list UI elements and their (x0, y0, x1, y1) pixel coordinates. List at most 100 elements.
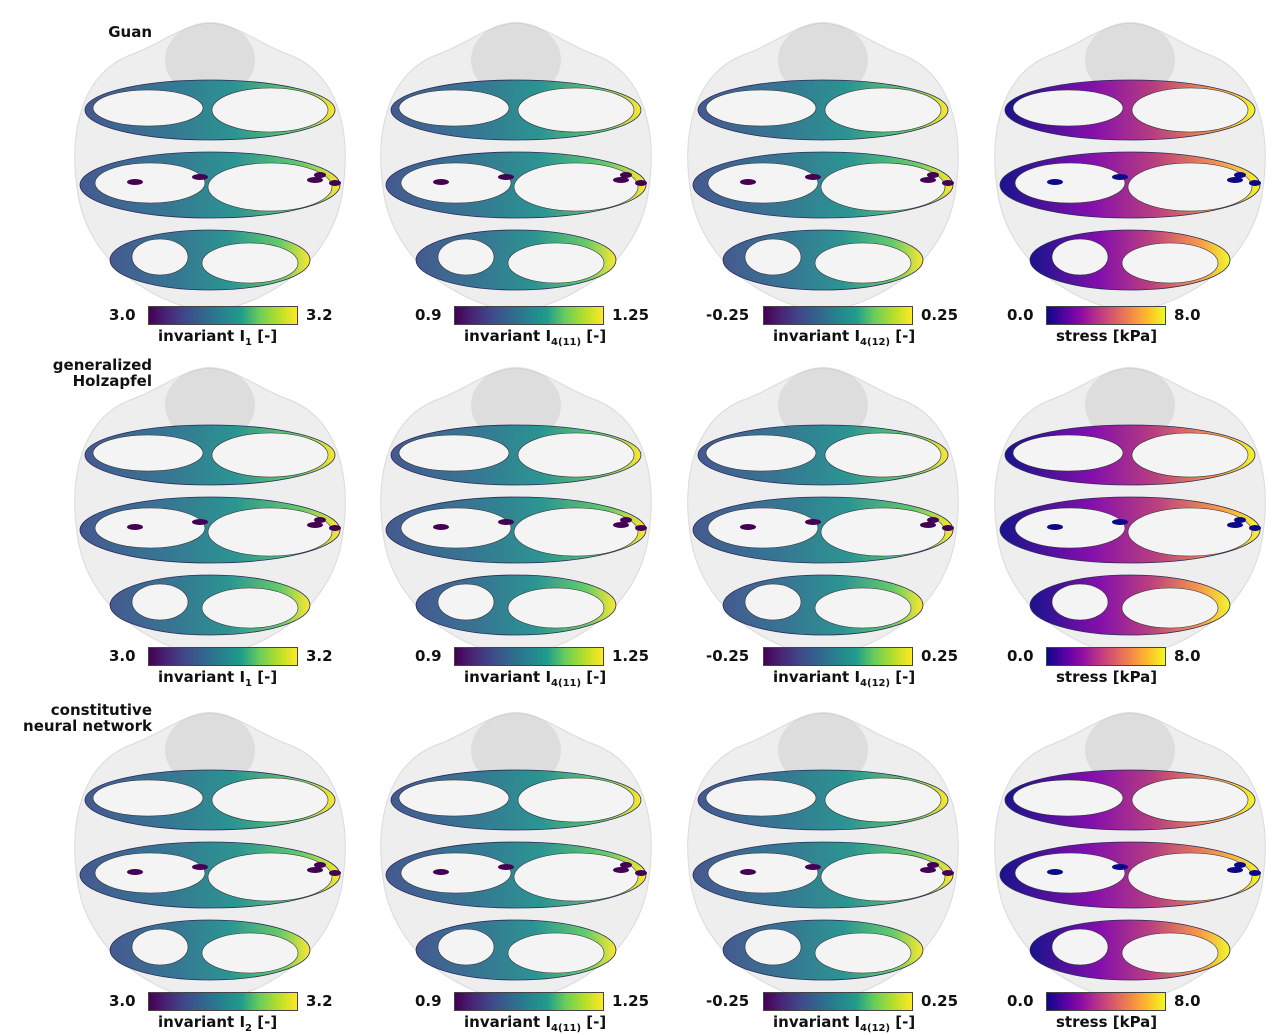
slice-2 (79, 151, 341, 219)
slice-3 (415, 229, 617, 291)
colorbar-r2-c4: 0.0 8.0 stress [kPa] (990, 643, 1276, 689)
slice-1 (390, 424, 642, 486)
colorbar-title-text: invariant I (773, 327, 861, 345)
colorbar-min-label: 3.0 (109, 992, 136, 1010)
slice-1 (697, 424, 949, 486)
heart-render (687, 712, 959, 1004)
colorbar-title: invariant I4(11) [-] (464, 1013, 606, 1034)
heart-panel-r2-c1 (60, 360, 360, 660)
colorbar-title-text: invariant I (773, 1013, 861, 1031)
colorbar-title-text: invariant I (464, 668, 552, 686)
colorbar-title: invariant I4(12) [-] (773, 327, 915, 348)
colorbar-max-label: 8.0 (1174, 306, 1201, 324)
colorbar-title-subscript: 4(11) (551, 678, 582, 689)
colorbar-title-subscript: 4(12) (860, 337, 891, 348)
colorbar-r1-c4: 0.0 8.0 stress [kPa] (990, 302, 1276, 348)
slice-1 (1004, 424, 1256, 486)
colorbar-r3-c4: 0.0 8.0 stress [kPa] (990, 988, 1276, 1034)
slice-3 (1029, 919, 1231, 981)
colorbar-min-label: -0.25 (706, 992, 750, 1010)
slice-2 (79, 496, 341, 564)
slice-2 (999, 841, 1261, 909)
slice-3 (722, 919, 924, 981)
colorbar-r3-c3: -0.25 0.25 invariant I4(12) [-] (683, 988, 983, 1034)
heart-render (994, 367, 1266, 659)
colorbar-r3-c1: 3.0 3.2 invariant I2 [-] (70, 988, 370, 1034)
slice-3 (415, 919, 617, 981)
colorbar-title-unit: [-] (581, 327, 607, 345)
colorbar-gradient (454, 647, 604, 666)
heart-panel-r3-c4 (980, 705, 1276, 1005)
heart-panel-r3-c3 (673, 705, 973, 1005)
colorbar-title-text: invariant I (464, 327, 552, 345)
colorbar-title: invariant I4(11) [-] (464, 327, 606, 348)
colorbar-gradient (148, 306, 298, 325)
slice-1 (84, 769, 336, 831)
colorbar-max-label: 3.2 (306, 647, 333, 665)
colorbar-min-label: 0.9 (415, 306, 442, 324)
slice-1 (1004, 79, 1256, 141)
colorbar-gradient (148, 992, 298, 1011)
colorbar-title-text: invariant I (773, 668, 861, 686)
colorbar-title: invariant I1 [-] (158, 668, 277, 689)
colorbar-title-subscript: 4(12) (860, 678, 891, 689)
colorbar-r1-c3: -0.25 0.25 invariant I4(12) [-] (683, 302, 983, 348)
colorbar-max-label: 1.25 (612, 647, 650, 665)
slice-3 (109, 919, 311, 981)
colorbar-title-text: invariant I (158, 327, 246, 345)
colorbar-max-label: 0.25 (921, 992, 959, 1010)
heart-render (74, 367, 346, 659)
colorbar-min-label: 0.0 (1007, 992, 1034, 1010)
slice-3 (722, 229, 924, 291)
colorbar-title-subscript: 1 (245, 337, 253, 348)
row-label-line: Holzapfel (72, 372, 152, 390)
colorbar-gradient (763, 992, 913, 1011)
colorbar-title-unit: [-] (890, 327, 916, 345)
heart-panel-r2-c2 (366, 360, 666, 660)
colorbar-title: invariant I4(12) [-] (773, 668, 915, 689)
slice-3 (109, 229, 311, 291)
slice-2 (999, 151, 1261, 219)
row-label-line: Guan (108, 23, 152, 41)
colorbar-title: stress [kPa] (1056, 1013, 1157, 1031)
slice-2 (385, 841, 647, 909)
slice-1 (84, 424, 336, 486)
colorbar-gradient (454, 306, 604, 325)
colorbar-min-label: 0.9 (415, 647, 442, 665)
slice-3 (1029, 574, 1231, 636)
colorbar-max-label: 0.25 (921, 647, 959, 665)
colorbar-max-label: 8.0 (1174, 647, 1201, 665)
colorbar-min-label: 0.0 (1007, 647, 1034, 665)
colorbar-max-label: 1.25 (612, 992, 650, 1010)
colorbar-gradient (1046, 306, 1166, 325)
heart-render (380, 712, 652, 1004)
row-label-3: constitutive neural network (0, 702, 152, 734)
heart-render (380, 22, 652, 314)
heart-panel-r1-c2 (366, 15, 666, 315)
colorbar-r1-c2: 0.9 1.25 invariant I4(11) [-] (376, 302, 676, 348)
slice-1 (84, 79, 336, 141)
colorbar-min-label: 0.9 (415, 992, 442, 1010)
colorbar-title-subscript: 2 (245, 1023, 253, 1034)
colorbar-title: invariant I4(11) [-] (464, 668, 606, 689)
heart-render (994, 712, 1266, 1004)
colorbar-title-unit: [-] (252, 327, 278, 345)
colorbar-min-label: 0.0 (1007, 306, 1034, 324)
row-label-line: constitutive (50, 701, 152, 719)
heart-panel-r1-c3 (673, 15, 973, 315)
colorbar-title-subscript: 4(11) (551, 1023, 582, 1034)
row-label-2: generalized Holzapfel (0, 357, 152, 389)
colorbar-title-unit: [-] (581, 1013, 607, 1031)
heart-render (74, 22, 346, 314)
colorbar-title-unit: [-] (252, 1013, 278, 1031)
colorbar-title-subscript: 1 (245, 678, 253, 689)
colorbar-gradient (763, 306, 913, 325)
heart-render (687, 22, 959, 314)
heart-render (994, 22, 1266, 314)
heart-render (687, 367, 959, 659)
colorbar-title-subscript: 4(12) (860, 1023, 891, 1034)
slice-2 (692, 841, 954, 909)
colorbar-r2-c3: -0.25 0.25 invariant I4(12) [-] (683, 643, 983, 689)
slice-2 (999, 496, 1261, 564)
slice-2 (692, 496, 954, 564)
